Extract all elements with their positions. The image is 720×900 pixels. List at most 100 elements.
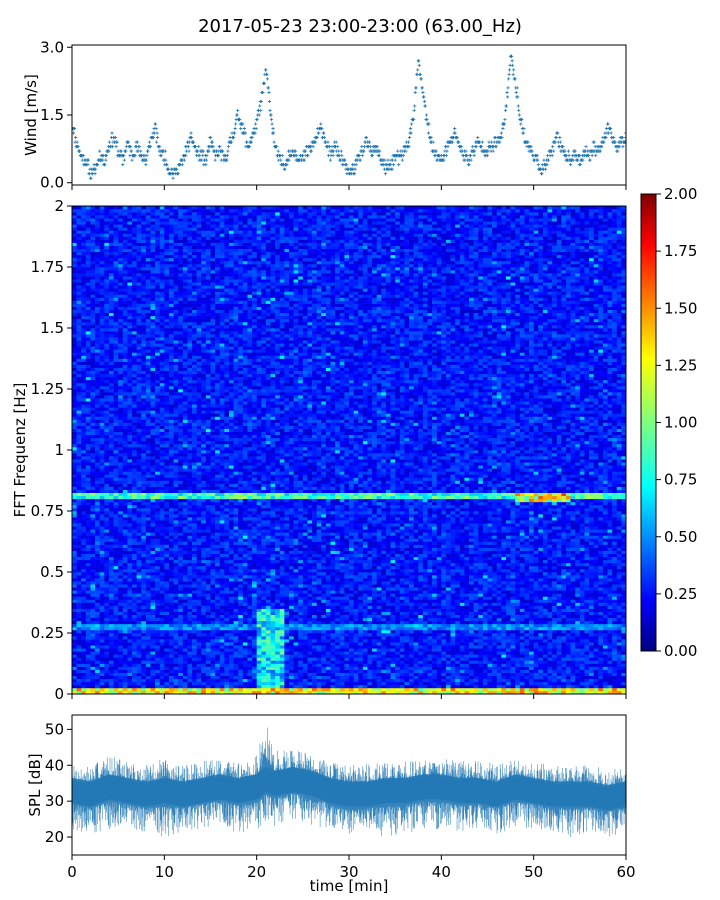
heatmap-cell — [192, 648, 197, 652]
heatmap-cell — [90, 642, 96, 646]
heatmap-cell — [284, 669, 290, 673]
heatmap-cell — [279, 681, 285, 686]
heatmap-cell — [136, 596, 142, 600]
heatmap-cell — [505, 654, 511, 658]
heatmap-cell — [482, 648, 488, 652]
heatmap-cell — [607, 626, 613, 631]
heatmap-cell — [201, 684, 207, 689]
heatmap-cell — [478, 596, 484, 600]
wind-point — [255, 117, 259, 122]
heatmap-cell — [205, 684, 211, 689]
heatmap-cell — [552, 678, 558, 683]
heatmap-cell — [492, 681, 498, 686]
wind-point — [364, 135, 369, 140]
heatmap-cell — [247, 651, 253, 655]
heatmap-cell — [76, 620, 82, 625]
heatmap-cell — [192, 669, 197, 673]
heatmap-cell — [575, 663, 581, 667]
heatmap-cell — [136, 672, 142, 676]
heatmap-cell — [330, 657, 336, 661]
heatmap-cell — [422, 669, 428, 673]
heatmap-cell — [455, 617, 461, 622]
heatmap-cell — [478, 687, 484, 692]
heatmap-cell — [570, 675, 576, 680]
wind-point — [204, 163, 208, 167]
heatmap-cell — [353, 684, 359, 689]
heatmap-cell — [136, 666, 142, 670]
heatmap-cell — [381, 672, 387, 676]
heatmap-cell — [288, 678, 294, 683]
heatmap-cell — [330, 636, 336, 640]
heatmap-cell — [579, 620, 585, 625]
heatmap-cell — [279, 633, 285, 637]
heatmap-cell — [529, 684, 534, 689]
heatmap-cell — [210, 605, 216, 609]
heatmap-cell — [533, 617, 539, 622]
heatmap-cell — [478, 651, 484, 655]
heatmap-cell — [409, 636, 414, 640]
heatmap-cell — [210, 593, 216, 597]
heatmap-cell — [196, 678, 202, 683]
heatmap-cell — [113, 675, 119, 680]
heatmap-cell — [252, 669, 257, 673]
heatmap-cell — [205, 654, 211, 658]
heatmap-cell — [275, 660, 281, 664]
heatmap-cell — [228, 642, 234, 646]
heatmap-cell — [593, 623, 599, 628]
heatmap-cell — [505, 602, 511, 606]
heatmap-cell — [459, 636, 465, 640]
heatmap-cell — [155, 648, 161, 652]
wind-point — [422, 95, 426, 99]
heatmap-cell — [441, 687, 447, 692]
heatmap-cell — [113, 651, 119, 655]
heatmap-cell — [524, 669, 530, 673]
wind-point — [407, 145, 411, 149]
heatmap-cell — [178, 614, 184, 619]
heatmap-cell — [168, 593, 174, 597]
heatmap-cell — [173, 626, 179, 631]
heatmap-cell — [376, 614, 382, 619]
heatmap-cell — [478, 666, 484, 670]
heatmap-cell — [505, 648, 511, 652]
heatmap-cell — [515, 626, 521, 631]
heatmap-cell — [173, 617, 179, 622]
heatmap-cell — [95, 645, 100, 649]
heatmap-cell — [252, 620, 257, 625]
wind-point — [521, 131, 526, 135]
wind-point — [175, 167, 179, 171]
heatmap-cell — [529, 666, 534, 670]
wind-point — [176, 172, 180, 176]
wind-point — [552, 149, 556, 153]
heatmap-cell — [395, 657, 401, 661]
heatmap-cell — [418, 626, 424, 631]
heatmap-cell — [108, 605, 114, 609]
heatmap-cell — [422, 645, 428, 649]
heatmap-cell — [482, 620, 488, 625]
heatmap-cell — [150, 666, 156, 670]
heatmap-cell — [85, 629, 91, 634]
heatmap-cell — [441, 684, 447, 689]
heatmap-cell — [215, 614, 221, 619]
heatmap-cell — [95, 675, 100, 680]
heatmap-cell — [325, 602, 331, 606]
heatmap-cell — [409, 614, 414, 619]
heatmap-cell — [279, 626, 285, 631]
heatmap-cell — [552, 672, 558, 676]
heatmap-cell — [565, 614, 571, 619]
heatmap-cell — [478, 608, 484, 612]
heatmap-cell — [399, 669, 405, 673]
heatmap-cell — [187, 633, 193, 637]
heatmap-cell — [228, 626, 234, 631]
heatmap-cell — [99, 660, 105, 664]
heatmap-cell — [496, 663, 502, 667]
heatmap-cell — [404, 608, 410, 612]
heatmap-cell — [339, 623, 345, 628]
heatmap-cell — [422, 599, 428, 603]
heatmap-cell — [510, 636, 516, 640]
heatmap-cell — [404, 642, 410, 646]
heatmap-cell — [501, 611, 507, 615]
heatmap-cell — [501, 605, 507, 609]
heatmap-cell — [81, 663, 87, 667]
heatmap-cell — [427, 645, 433, 649]
heatmap-cell — [145, 657, 151, 661]
